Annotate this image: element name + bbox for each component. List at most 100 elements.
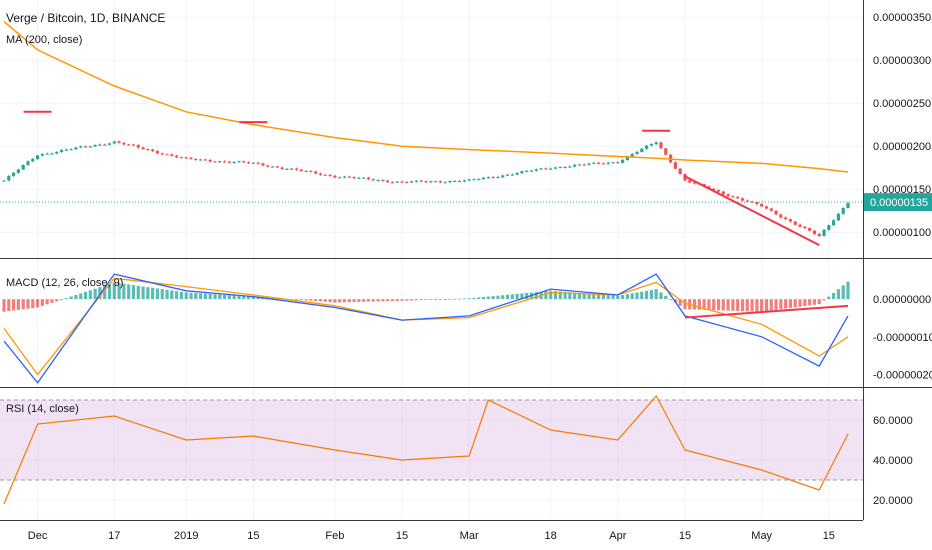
candle-body	[117, 141, 121, 143]
macd-histogram-bar	[822, 299, 826, 301]
candle-body	[79, 146, 83, 148]
candle-body	[424, 181, 428, 183]
candle-body	[659, 142, 663, 149]
candle-body	[673, 162, 677, 169]
symbol-title[interactable]: Verge / Bitcoin, 1D, BINANCE	[6, 11, 165, 25]
macd-histogram-bar	[40, 299, 44, 306]
macd-histogram-bar	[433, 299, 438, 300]
macd-histogram-bar	[587, 293, 591, 300]
macd-histogram-bar	[386, 299, 390, 302]
macd-histogram-bar	[755, 299, 759, 312]
macd-histogram-bar	[577, 292, 582, 300]
macd-histogram-bar	[640, 291, 644, 300]
macd-histogram-bar	[592, 294, 596, 300]
macd-histogram-bar	[438, 299, 442, 300]
macd-histogram-bar	[491, 296, 495, 300]
candle-body	[573, 164, 577, 167]
candle-body	[304, 170, 308, 172]
macd-histogram-bar	[621, 294, 625, 300]
candle-body	[381, 180, 385, 182]
macd-histogram-bar	[55, 299, 59, 302]
macd-histogram-bar	[726, 299, 730, 311]
macd-histogram-bar	[817, 299, 821, 305]
macd-histogram-bar	[309, 299, 313, 301]
macd-histogram-bar	[184, 292, 188, 300]
macd-histogram-bar	[534, 292, 538, 300]
macd-legend[interactable]: MACD (12, 26, close, 9)	[6, 277, 123, 289]
price-trendline[interactable]	[684, 175, 820, 246]
time-tick-label: 2019	[174, 530, 198, 542]
macd-histogram-bar	[400, 299, 404, 301]
candle-body	[712, 188, 716, 191]
macd-histogram-bar	[424, 299, 428, 300]
axis-tick-labels[interactable]: 0.00000350 0.00000300 0.00000250 0.00000200…	[28, 12, 932, 542]
macd-histogram-bar	[707, 299, 711, 310]
candle-body	[93, 145, 97, 147]
candle-body	[803, 226, 807, 229]
macd-histogram-bar	[544, 291, 548, 300]
ma-legend[interactable]: MA (200, close)	[6, 34, 82, 46]
candle-body	[275, 166, 279, 168]
candlestick-series	[2, 140, 850, 237]
candle-body	[640, 148, 644, 152]
macd-histogram-bar	[597, 294, 601, 300]
macd-histogram-bar	[472, 297, 476, 300]
macd-histogram-bar	[69, 296, 73, 300]
macd-histogram-bar	[304, 299, 308, 301]
macd-histogram-bar	[136, 285, 140, 300]
macd-histogram-bar	[736, 299, 740, 311]
time-tick-label: 15	[823, 530, 835, 542]
macd-histogram-bar	[616, 295, 620, 300]
candle-body	[505, 174, 510, 176]
time-tick-label: Mar	[460, 530, 479, 542]
candle-body	[357, 177, 361, 179]
candle-body	[779, 214, 783, 218]
candle-body	[7, 175, 11, 181]
macd-histogram-bar	[11, 299, 16, 311]
time-tick-label: 17	[108, 530, 120, 542]
price-tick-label: 0.00000100	[873, 227, 931, 239]
candle-body	[386, 180, 390, 183]
macd-histogram-bar	[429, 299, 433, 300]
macd-histogram-bar	[35, 299, 40, 308]
macd-histogram-bar	[774, 299, 778, 310]
candle-body	[146, 149, 150, 151]
macd-histogram-bar	[692, 299, 697, 310]
drawing-annotations[interactable]	[23, 110, 849, 319]
candle-body	[165, 154, 169, 156]
candle-body	[731, 196, 735, 198]
candle-body	[213, 161, 217, 163]
macd-histogram-bar	[155, 288, 160, 300]
macd-histogram-bar	[678, 299, 682, 306]
macd-histogram-bar	[505, 294, 510, 300]
macd-histogram-bar	[827, 296, 831, 300]
macd-histogram-bar	[760, 299, 764, 312]
candle-body	[376, 180, 380, 182]
candle-body	[644, 145, 649, 149]
candle-body	[496, 177, 500, 179]
macd-histogram-bar	[146, 287, 150, 300]
rsi-legend[interactable]: RSI (14, close)	[6, 403, 79, 415]
candle-body	[587, 163, 591, 165]
candle-body	[122, 142, 126, 145]
candle-body	[362, 177, 366, 179]
candle-body	[443, 182, 447, 184]
macd-trendline[interactable]	[684, 304, 849, 319]
candle-body	[510, 174, 514, 176]
macd-histogram-bar	[237, 295, 241, 300]
macd-histogram-bar	[79, 293, 83, 300]
price-pane[interactable]	[0, 0, 863, 258]
macd-histogram-bar	[242, 296, 246, 300]
macd-histogram-bar	[366, 299, 371, 302]
macd-histogram-bar	[175, 291, 179, 300]
candle-body	[553, 167, 558, 169]
rsi-pane[interactable]	[0, 388, 863, 520]
candle-body	[55, 151, 59, 154]
candle-body	[448, 181, 452, 183]
candle-body	[798, 224, 802, 227]
candle-body	[472, 179, 476, 181]
macd-histogram-bar	[443, 299, 447, 300]
candle-body	[692, 182, 697, 184]
macd-histogram-bar	[481, 296, 486, 300]
